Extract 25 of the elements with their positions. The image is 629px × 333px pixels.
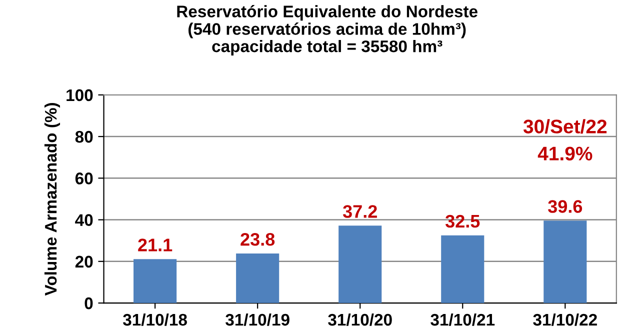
data-label: 37.2 [342,205,377,218]
data-label: 39.6 [548,200,582,213]
data-label: 21.1 [138,238,172,252]
y-tick-label: 60 [75,172,93,184]
y-tick-label: 0 [84,297,93,310]
x-tick-label: 31/10/20 [328,313,392,326]
annotation: 41.9% [538,146,592,160]
data-label: 32.5 [445,214,480,228]
annotation: 30/Set/22 [523,119,607,134]
y-tick-label: 100 [66,89,93,102]
data-label: 23.8 [240,232,275,246]
y-axis-title: Volume Armazenado (%) [44,103,60,296]
y-tick-label: 40 [75,214,93,226]
x-tick-label: 31/10/19 [226,313,290,326]
y-tick-label: 80 [75,130,93,143]
bar [544,220,587,304]
chart-title: Reservatório Equivalente do Nordeste (540 reservatórios acima de 10hm³) capacidade total = 35580 hm³ [177,4,478,56]
x-tick-label: 31/10/22 [533,313,597,326]
x-tick-label: 31/10/21 [430,313,495,326]
x-tick-label: 31/10/18 [122,313,187,326]
bar [134,259,177,304]
bar [338,226,382,304]
y-tick-label: 20 [75,256,93,268]
bar [441,235,484,304]
bar [236,253,280,304]
